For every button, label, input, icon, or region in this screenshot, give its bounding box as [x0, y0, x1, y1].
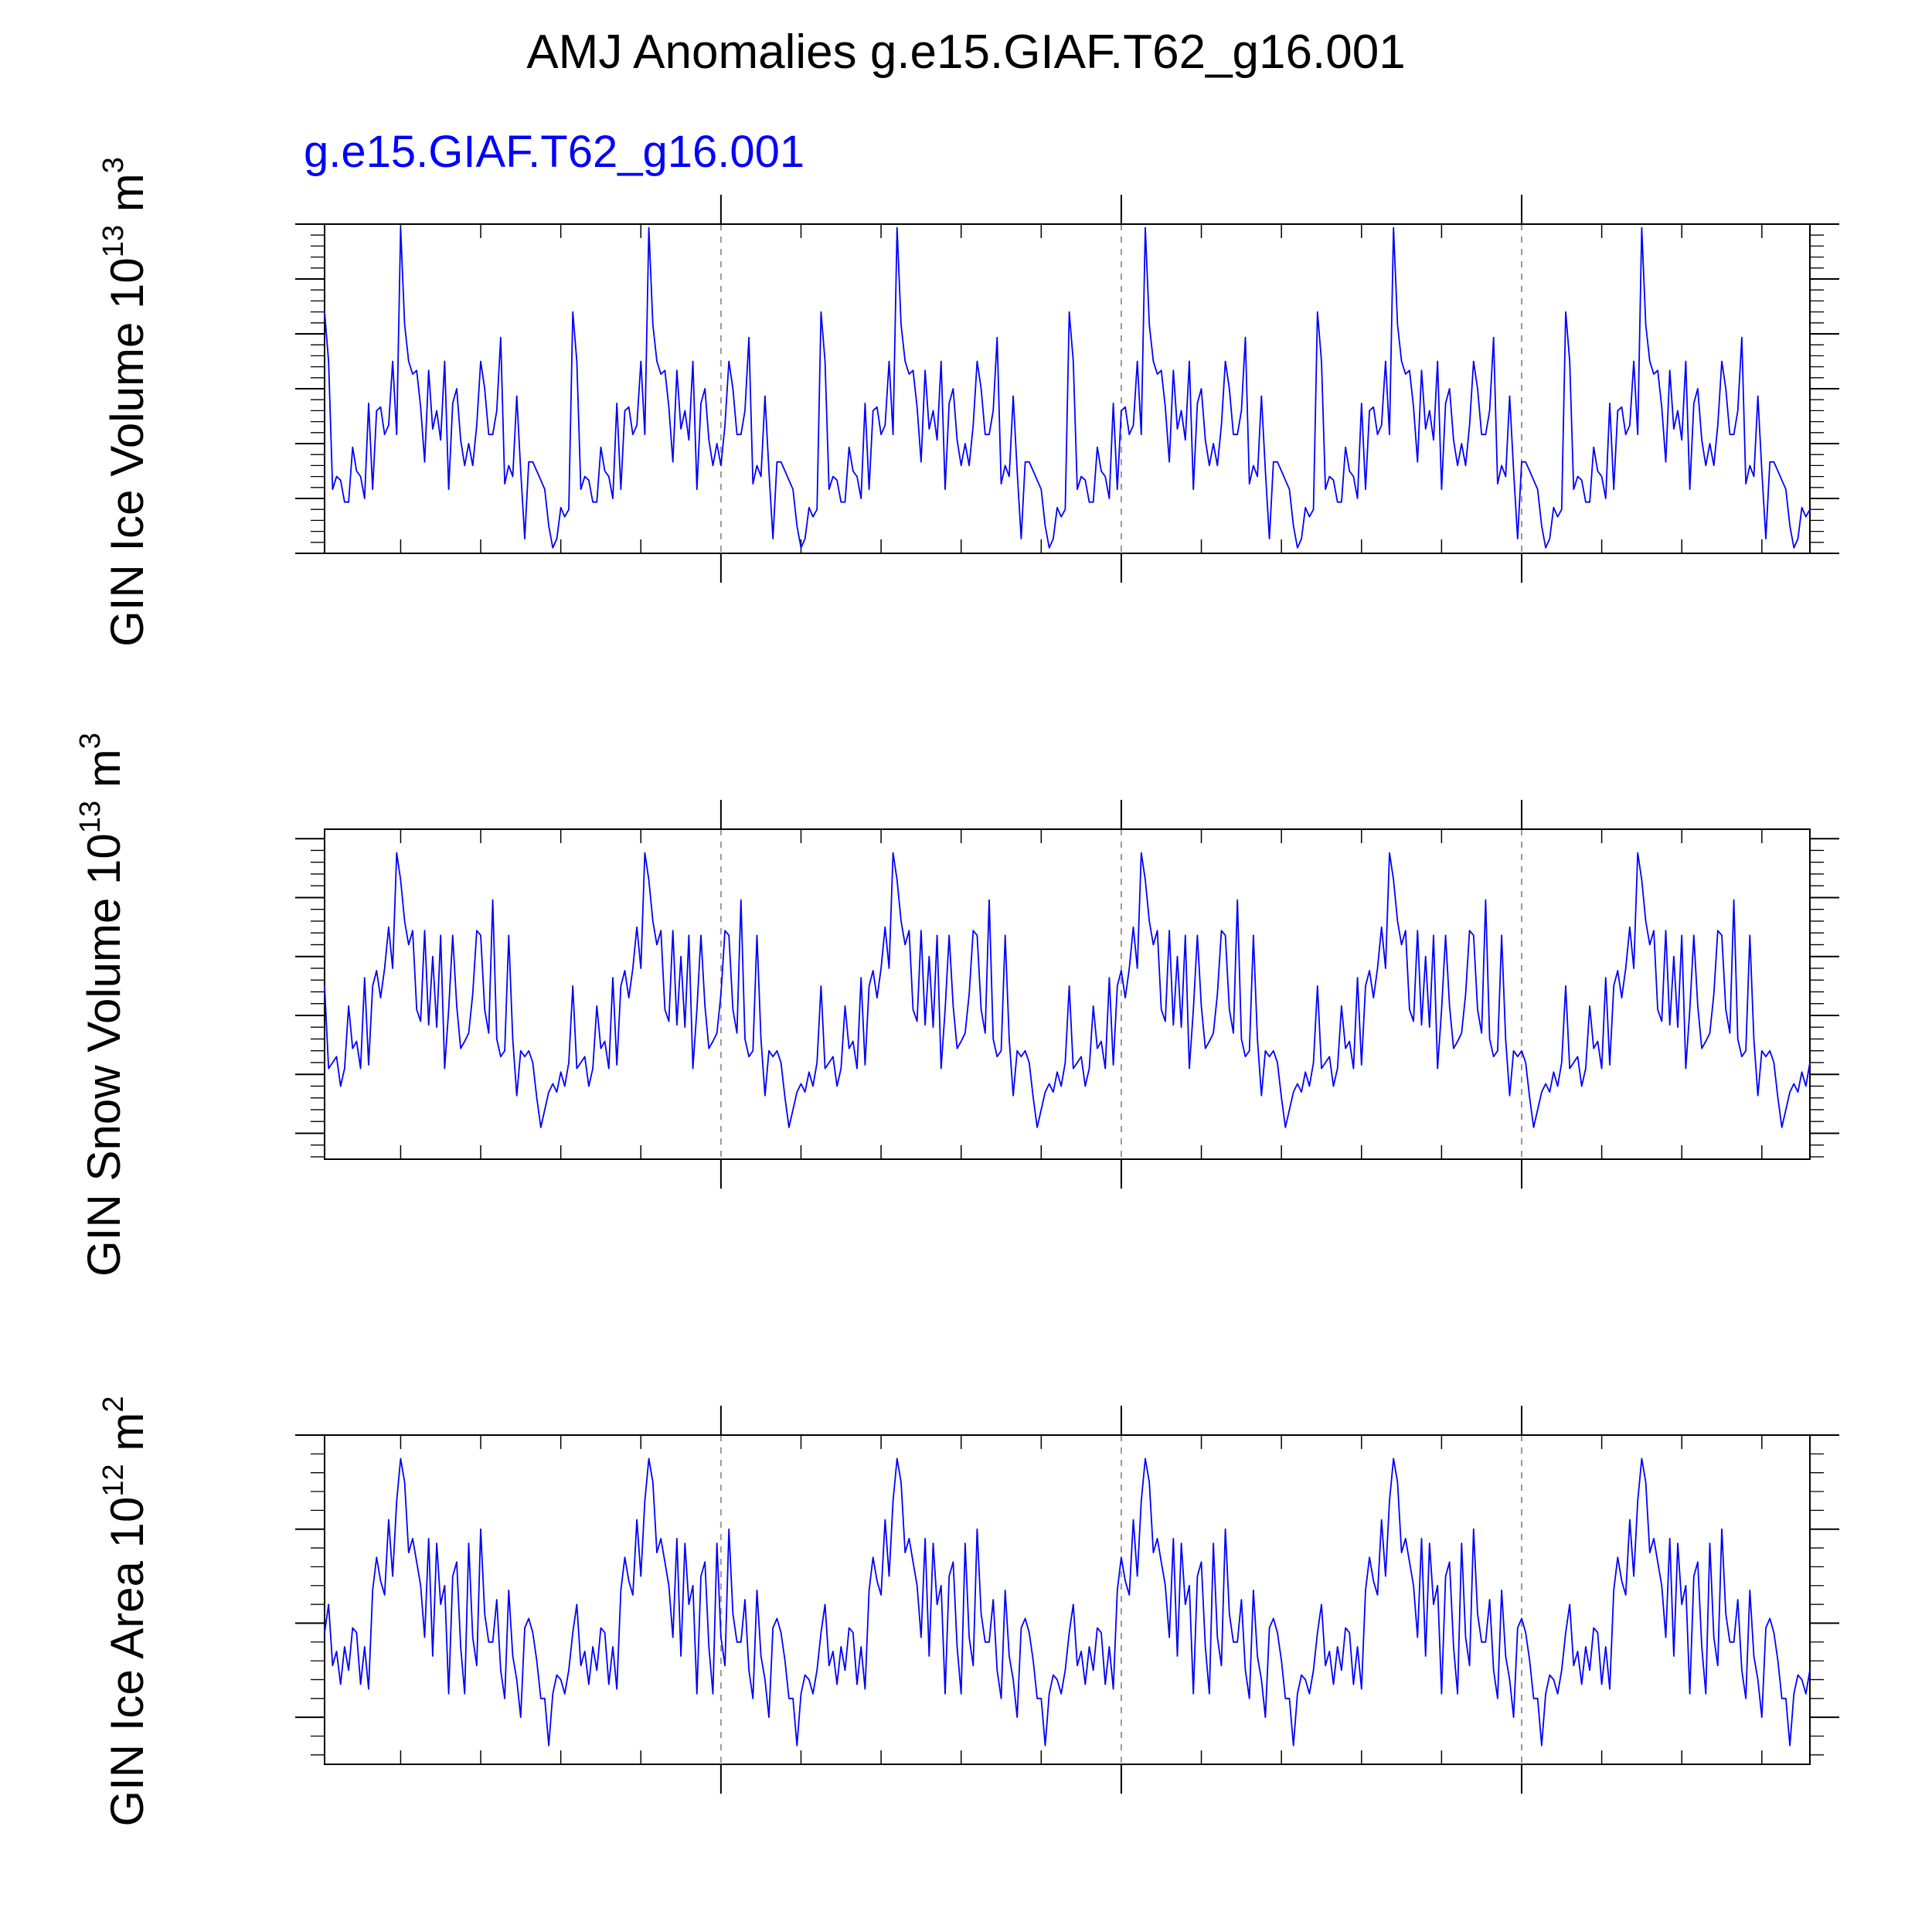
y-axis-label: GIN Ice Area 1012 m2	[97, 1396, 153, 1827]
y-axis-label-unit-exponent: 3	[74, 733, 107, 749]
y-axis-label-exponent: 13	[97, 225, 130, 257]
series-label: g.e15.GIAF.T62_g16.001	[304, 127, 804, 177]
y-axis-label-unit: m	[78, 749, 130, 801]
y-axis-label-text: GIN Snow Volume 10	[78, 833, 130, 1277]
y-axis-label-exponent: 12	[97, 1464, 130, 1496]
plot-frame	[324, 1434, 1811, 1765]
y-axis-label-unit: m	[101, 173, 153, 225]
y-axis-label-text: GIN Ice Volume 10	[101, 257, 153, 647]
y-axis-label: GIN Ice Volume 1013 m3	[97, 157, 153, 647]
series-line	[324, 1458, 1811, 1747]
panel-snow-volume: GIN Snow Volume 1013 m3	[74, 733, 1839, 1277]
series-line	[324, 852, 1811, 1128]
y-axis-label-unit: m	[101, 1413, 153, 1464]
panel-ice-area: GIN Ice Area 1012 m2	[97, 1396, 1839, 1827]
y-axis-label-text: GIN Ice Area 10	[101, 1497, 153, 1827]
y-axis-label: GIN Snow Volume 1013 m3	[74, 733, 130, 1277]
series-line	[324, 226, 1811, 549]
plot-frame	[324, 828, 1811, 1160]
y-axis-label-unit-exponent: 2	[97, 1396, 130, 1413]
figure-title: AMJ Anomalies g.e15.GIAF.T62_g16.001	[526, 26, 1405, 79]
y-axis-label-exponent: 13	[74, 801, 107, 833]
y-axis-label-unit-exponent: 3	[97, 157, 130, 173]
panel-ice-volume: GIN Ice Volume 1013 m3	[97, 157, 1839, 647]
